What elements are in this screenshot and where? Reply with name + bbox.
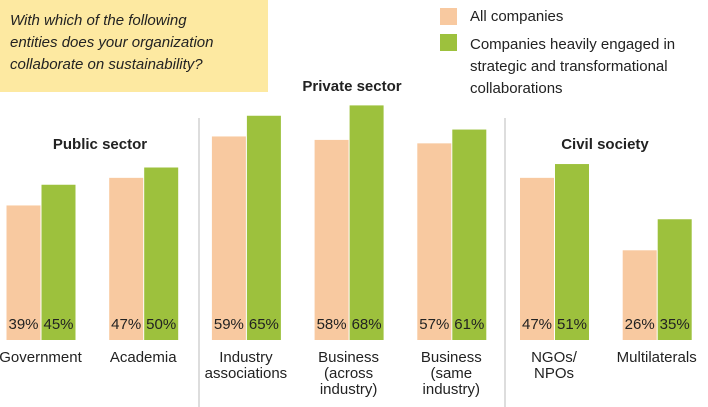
value-label: 26% <box>625 316 655 333</box>
value-label: 59% <box>214 316 244 333</box>
x-tick-label: Business <box>421 349 482 366</box>
value-label: 39% <box>8 316 38 333</box>
x-tick-label: Government <box>0 349 83 366</box>
question-text: collaborate on sustainability? <box>10 56 203 73</box>
bar <box>211 136 246 340</box>
bar <box>144 167 179 340</box>
bar <box>246 115 281 340</box>
question-box <box>0 0 268 92</box>
value-label: 35% <box>660 316 690 333</box>
x-tick-label: Multilaterals <box>617 349 697 366</box>
x-tick-label: Business <box>318 349 379 366</box>
bar <box>349 105 384 341</box>
legend-swatch <box>440 8 457 25</box>
x-tick-label: (across <box>324 365 373 382</box>
bar <box>657 219 692 340</box>
bar <box>555 164 589 340</box>
value-label: 57% <box>419 316 449 333</box>
value-label: 51% <box>557 316 587 333</box>
bar <box>520 177 554 340</box>
legend-label: Companies heavily engaged in strategic a… <box>470 36 676 97</box>
group-label: Public sector <box>53 136 147 153</box>
x-tick-label: NPOs <box>534 365 574 382</box>
x-tick-label: NGOs/ <box>531 349 578 366</box>
bar <box>109 177 144 340</box>
group-label: Civil society <box>561 136 649 153</box>
value-label: 47% <box>522 316 552 333</box>
question-text: entities does your organization <box>10 34 213 51</box>
value-label: 68% <box>352 316 382 333</box>
question-text: With which of the following <box>10 12 187 29</box>
value-label: 50% <box>146 316 176 333</box>
group-label: Private sector <box>302 78 401 95</box>
x-tick-label: Academia <box>110 349 177 366</box>
legend-swatch <box>440 34 457 51</box>
bar <box>622 250 657 340</box>
legend-label: All companies <box>470 8 563 25</box>
x-tick-label: Industry <box>219 349 273 366</box>
x-tick-label: associations <box>205 365 288 382</box>
x-tick-label: industry) <box>423 381 481 398</box>
bar <box>417 143 452 340</box>
value-label: 58% <box>317 316 347 333</box>
value-label: 61% <box>454 316 484 333</box>
bar <box>41 184 76 340</box>
value-label: 65% <box>249 316 279 333</box>
value-label: 45% <box>43 316 73 333</box>
x-tick-label: (same <box>430 365 472 382</box>
x-tick-label: industry) <box>320 381 378 398</box>
bar <box>6 205 41 340</box>
bar <box>452 129 487 340</box>
bar <box>314 139 349 340</box>
value-label: 47% <box>111 316 141 333</box>
